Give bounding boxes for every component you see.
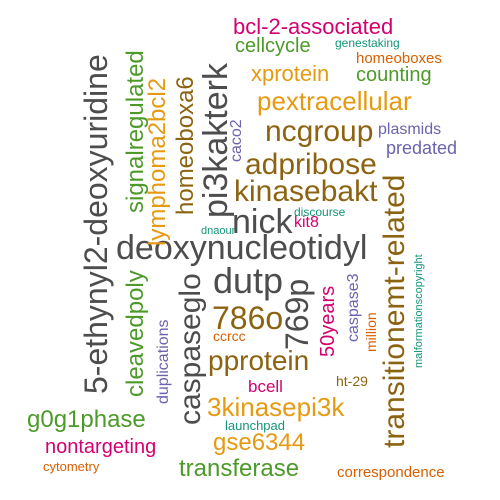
word-deoxynucleotidyl: deoxynucleotidyl (116, 229, 368, 267)
word-cleavedpoly: cleavedpoly (122, 270, 149, 397)
word-cytometry: cytometry (43, 459, 100, 474)
word-nontargeting: nontargeting (45, 436, 157, 458)
word-dutp: dutp (213, 260, 284, 301)
word-counting: counting (356, 64, 432, 86)
word-transferase: transferase (179, 455, 300, 482)
word-kinasebakt: kinasebakt (234, 175, 378, 208)
word-dnaour: dnaour (201, 225, 236, 237)
word-ht-29: ht-29 (336, 373, 368, 389)
word-duplications: duplications (155, 319, 172, 405)
word-lymphoma2bcl2: lymphoma2bcl2 (144, 77, 171, 246)
word-homeoboxa6: homeoboxa6 (172, 76, 199, 215)
word-5-ethynyl2-deoxyuridine: 5-ethynyl2-deoxyuridine (78, 54, 114, 394)
word-3kinasepi3k: 3kinasepi3k (207, 392, 345, 422)
word-ncgroup: ncgroup (265, 115, 374, 148)
word-ccrcc: ccrcc (213, 328, 246, 344)
word-predated: predated (386, 138, 458, 158)
word-cellcycle: cellcycle (235, 35, 311, 57)
word-homeoboxes: homeoboxes (356, 50, 442, 67)
word-transitionemt-related: transitionemt-related (378, 174, 411, 448)
word-malformationscopyright: malformationscopyright (413, 254, 425, 368)
word-bcl-2-associated: bcl-2-associated (233, 14, 394, 39)
word-769p: 769p (279, 278, 315, 350)
word-xprotein: xprotein (251, 61, 330, 86)
word-million: million (363, 312, 379, 352)
word-g0g1phase: g0g1phase (27, 406, 146, 433)
word-pextracellular: pextracellular (257, 86, 412, 116)
word-caspaseglo: caspaseglo (174, 273, 207, 425)
word-plasmids: plasmids (378, 121, 442, 138)
word-adpribose: adpribose (245, 148, 377, 181)
word-kit8: kit8 (294, 214, 319, 231)
word-gse6344: gse6344 (213, 429, 306, 456)
word-discourse: discourse (294, 205, 346, 219)
word-genestaking: genestaking (335, 36, 400, 50)
word-bcell: bcell (248, 377, 283, 396)
word-50years: 50years (317, 285, 339, 357)
word-launchpad: launchpad (225, 418, 285, 433)
word-correspondence: correspondence (337, 464, 445, 481)
word-nick: nick (232, 203, 293, 241)
word-786o: 786o (212, 300, 284, 336)
word-pprotein: pprotein (208, 345, 310, 376)
word-caspase3: caspase3 (345, 273, 362, 343)
word-caco2: caco2 (228, 119, 245, 162)
